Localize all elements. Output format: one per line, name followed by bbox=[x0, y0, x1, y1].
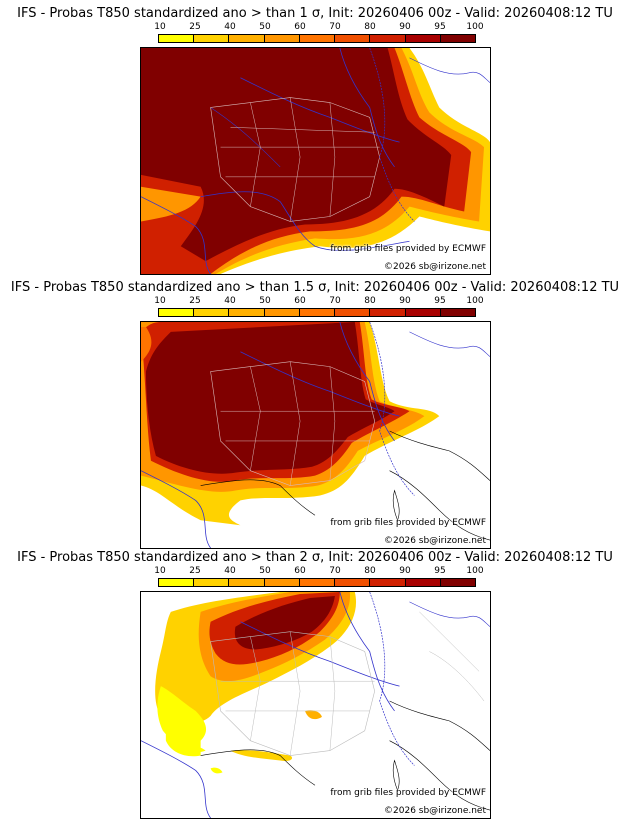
colorbar-swatch bbox=[440, 309, 475, 316]
colorbar-tick: 10 bbox=[154, 566, 166, 576]
colorbar-swatch bbox=[335, 579, 371, 586]
colorbar-tick: 95 bbox=[434, 296, 446, 306]
colorbar-tick: 95 bbox=[434, 22, 446, 32]
colorbar-swatch bbox=[335, 309, 371, 316]
colorbar-tick: 80 bbox=[364, 566, 376, 576]
colorbar-tick: 50 bbox=[259, 296, 271, 306]
panel-title: IFS - Probas T850 standardized ano > tha… bbox=[10, 280, 620, 295]
colorbar-swatch bbox=[264, 35, 300, 42]
colorbar-swatch bbox=[440, 35, 475, 42]
colorbar-swatch bbox=[405, 309, 441, 316]
site-credit: ©2026 sb@irizone.net bbox=[384, 262, 486, 272]
probability-map: from grib files provided by ECMWF ©2026 … bbox=[140, 591, 491, 819]
colorbar-swatch bbox=[299, 579, 336, 586]
colorbar-tick: 10 bbox=[154, 296, 166, 306]
colorbar-tick: 50 bbox=[259, 566, 271, 576]
map-panel-1: IFS - Probas T850 standardized ano > tha… bbox=[0, 6, 630, 276]
colorbar-swatch bbox=[370, 579, 406, 586]
probability-map: from grib files provided by ECMWF ©2026 … bbox=[140, 47, 491, 275]
site-credit: ©2026 sb@irizone.net bbox=[384, 806, 486, 816]
site-credit: ©2026 sb@irizone.net bbox=[384, 536, 486, 546]
colorbar-swatch bbox=[335, 35, 371, 42]
colorbar-tick: 80 bbox=[364, 22, 376, 32]
colorbar-swatch bbox=[264, 579, 300, 586]
colorbar-tick: 70 bbox=[329, 296, 341, 306]
colorbar-tick: 80 bbox=[364, 296, 376, 306]
colorbar-tick: 25 bbox=[189, 566, 201, 576]
map-panel-2: IFS - Probas T850 standardized ano > tha… bbox=[0, 280, 630, 550]
colorbar-tick: 40 bbox=[224, 566, 236, 576]
colorbar-swatch bbox=[159, 309, 195, 316]
colorbar-swatch bbox=[229, 35, 265, 42]
colorbar-tick: 25 bbox=[189, 296, 201, 306]
colorbar-swatch bbox=[264, 309, 300, 316]
colorbar-tick: 25 bbox=[189, 22, 201, 32]
colorbar-swatch bbox=[440, 579, 475, 586]
colorbar-tick: 70 bbox=[329, 566, 341, 576]
panel-title: IFS - Probas T850 standardized ano > tha… bbox=[17, 550, 613, 565]
colorbar-tick: 60 bbox=[294, 296, 306, 306]
colorbar-tick: 60 bbox=[294, 566, 306, 576]
source-credit: from grib files provided by ECMWF bbox=[330, 518, 486, 528]
colorbar-tick: 40 bbox=[224, 22, 236, 32]
colorbar-swatch bbox=[370, 35, 406, 42]
colorbar-swatch bbox=[299, 35, 336, 42]
colorbar-swatch bbox=[405, 579, 441, 586]
colorbar-swatch bbox=[370, 309, 406, 316]
colorbar-swatch bbox=[229, 579, 265, 586]
colorbar-swatch bbox=[299, 309, 336, 316]
colorbar bbox=[158, 308, 476, 317]
colorbar-swatch bbox=[229, 309, 265, 316]
colorbar-swatch bbox=[405, 35, 441, 42]
colorbar-tick: 100 bbox=[466, 566, 484, 576]
colorbar-ticks: 10 25 40 50 60 70 80 90 95 100 bbox=[154, 22, 483, 34]
colorbar-tick: 60 bbox=[294, 22, 306, 32]
colorbar-tick: 50 bbox=[259, 22, 271, 32]
colorbar-tick: 40 bbox=[224, 296, 236, 306]
colorbar-tick: 100 bbox=[466, 296, 484, 306]
colorbar-swatch bbox=[159, 35, 195, 42]
panel-title: IFS - Probas T850 standardized ano > tha… bbox=[17, 6, 613, 21]
colorbar-tick: 100 bbox=[466, 22, 484, 32]
colorbar-tick: 95 bbox=[434, 566, 446, 576]
colorbar-swatch bbox=[194, 309, 230, 316]
colorbar-ticks: 10 25 40 50 60 70 80 90 95 100 bbox=[154, 296, 483, 308]
source-credit: from grib files provided by ECMWF bbox=[330, 244, 486, 254]
colorbar-swatch bbox=[194, 579, 230, 586]
probability-map: from grib files provided by ECMWF ©2026 … bbox=[140, 321, 491, 549]
colorbar-tick: 90 bbox=[399, 22, 411, 32]
colorbar-tick: 10 bbox=[154, 22, 166, 32]
colorbar-swatch bbox=[194, 35, 230, 42]
colorbar-ticks: 10 25 40 50 60 70 80 90 95 100 bbox=[154, 566, 483, 578]
source-credit: from grib files provided by ECMWF bbox=[330, 788, 486, 798]
colorbar-tick: 90 bbox=[399, 296, 411, 306]
colorbar bbox=[158, 578, 476, 587]
colorbar-swatch bbox=[159, 579, 195, 586]
colorbar-tick: 70 bbox=[329, 22, 341, 32]
colorbar bbox=[158, 34, 476, 43]
colorbar-tick: 90 bbox=[399, 566, 411, 576]
map-panel-3: IFS - Probas T850 standardized ano > tha… bbox=[0, 550, 630, 820]
